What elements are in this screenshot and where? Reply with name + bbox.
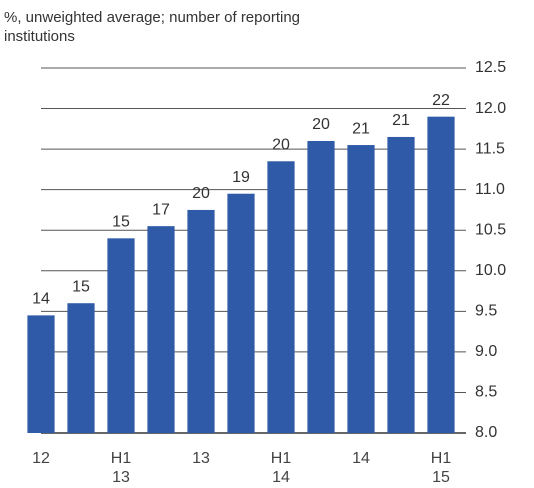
bar-label: 14 [32, 291, 50, 308]
x-tick-label: H1 14 [270, 450, 292, 486]
bar [187, 209, 215, 433]
x-tick-label: H1 13 [110, 450, 132, 486]
chart-subtitle: %, unweighted average; number of reporti… [4, 9, 301, 45]
y-tick-label: 9.0 [475, 343, 497, 360]
x-tick-label: 12 [32, 450, 50, 467]
bar-label: 21 [352, 120, 370, 137]
bar [147, 226, 175, 433]
x-tick-label: 13 [192, 450, 210, 467]
bar [107, 238, 135, 433]
y-tick-label: 8.5 [475, 384, 497, 401]
bar [227, 193, 255, 433]
bar-label: 19 [232, 169, 250, 186]
bar-label: 21 [392, 112, 410, 129]
bar-label: 20 [192, 185, 210, 202]
y-tick-label: 11.5 [475, 140, 505, 157]
bar [387, 136, 415, 433]
y-tick-label: 10.5 [475, 221, 506, 238]
bar [267, 161, 295, 433]
y-tick-label: 9.5 [475, 303, 497, 320]
y-tick-label: 8.0 [475, 424, 497, 441]
bar-label: 22 [432, 92, 450, 109]
bar-label: 20 [312, 116, 330, 133]
bar [27, 315, 55, 433]
y-tick-label: 10.0 [475, 262, 506, 279]
bar-label: 15 [112, 214, 130, 231]
bar [67, 303, 95, 433]
bar [427, 116, 455, 434]
y-tick-label: 12.0 [475, 100, 506, 117]
bar-label: 15 [72, 278, 90, 295]
y-tick-label: 12.5 [475, 59, 506, 76]
bar-label: 20 [272, 136, 290, 153]
bar-label: 17 [152, 201, 170, 218]
y-tick-label: 11.0 [475, 181, 505, 198]
bar [347, 145, 375, 434]
x-tick-label: H1 15 [430, 450, 452, 486]
bar [307, 141, 335, 433]
x-tick-label: 14 [352, 450, 370, 467]
